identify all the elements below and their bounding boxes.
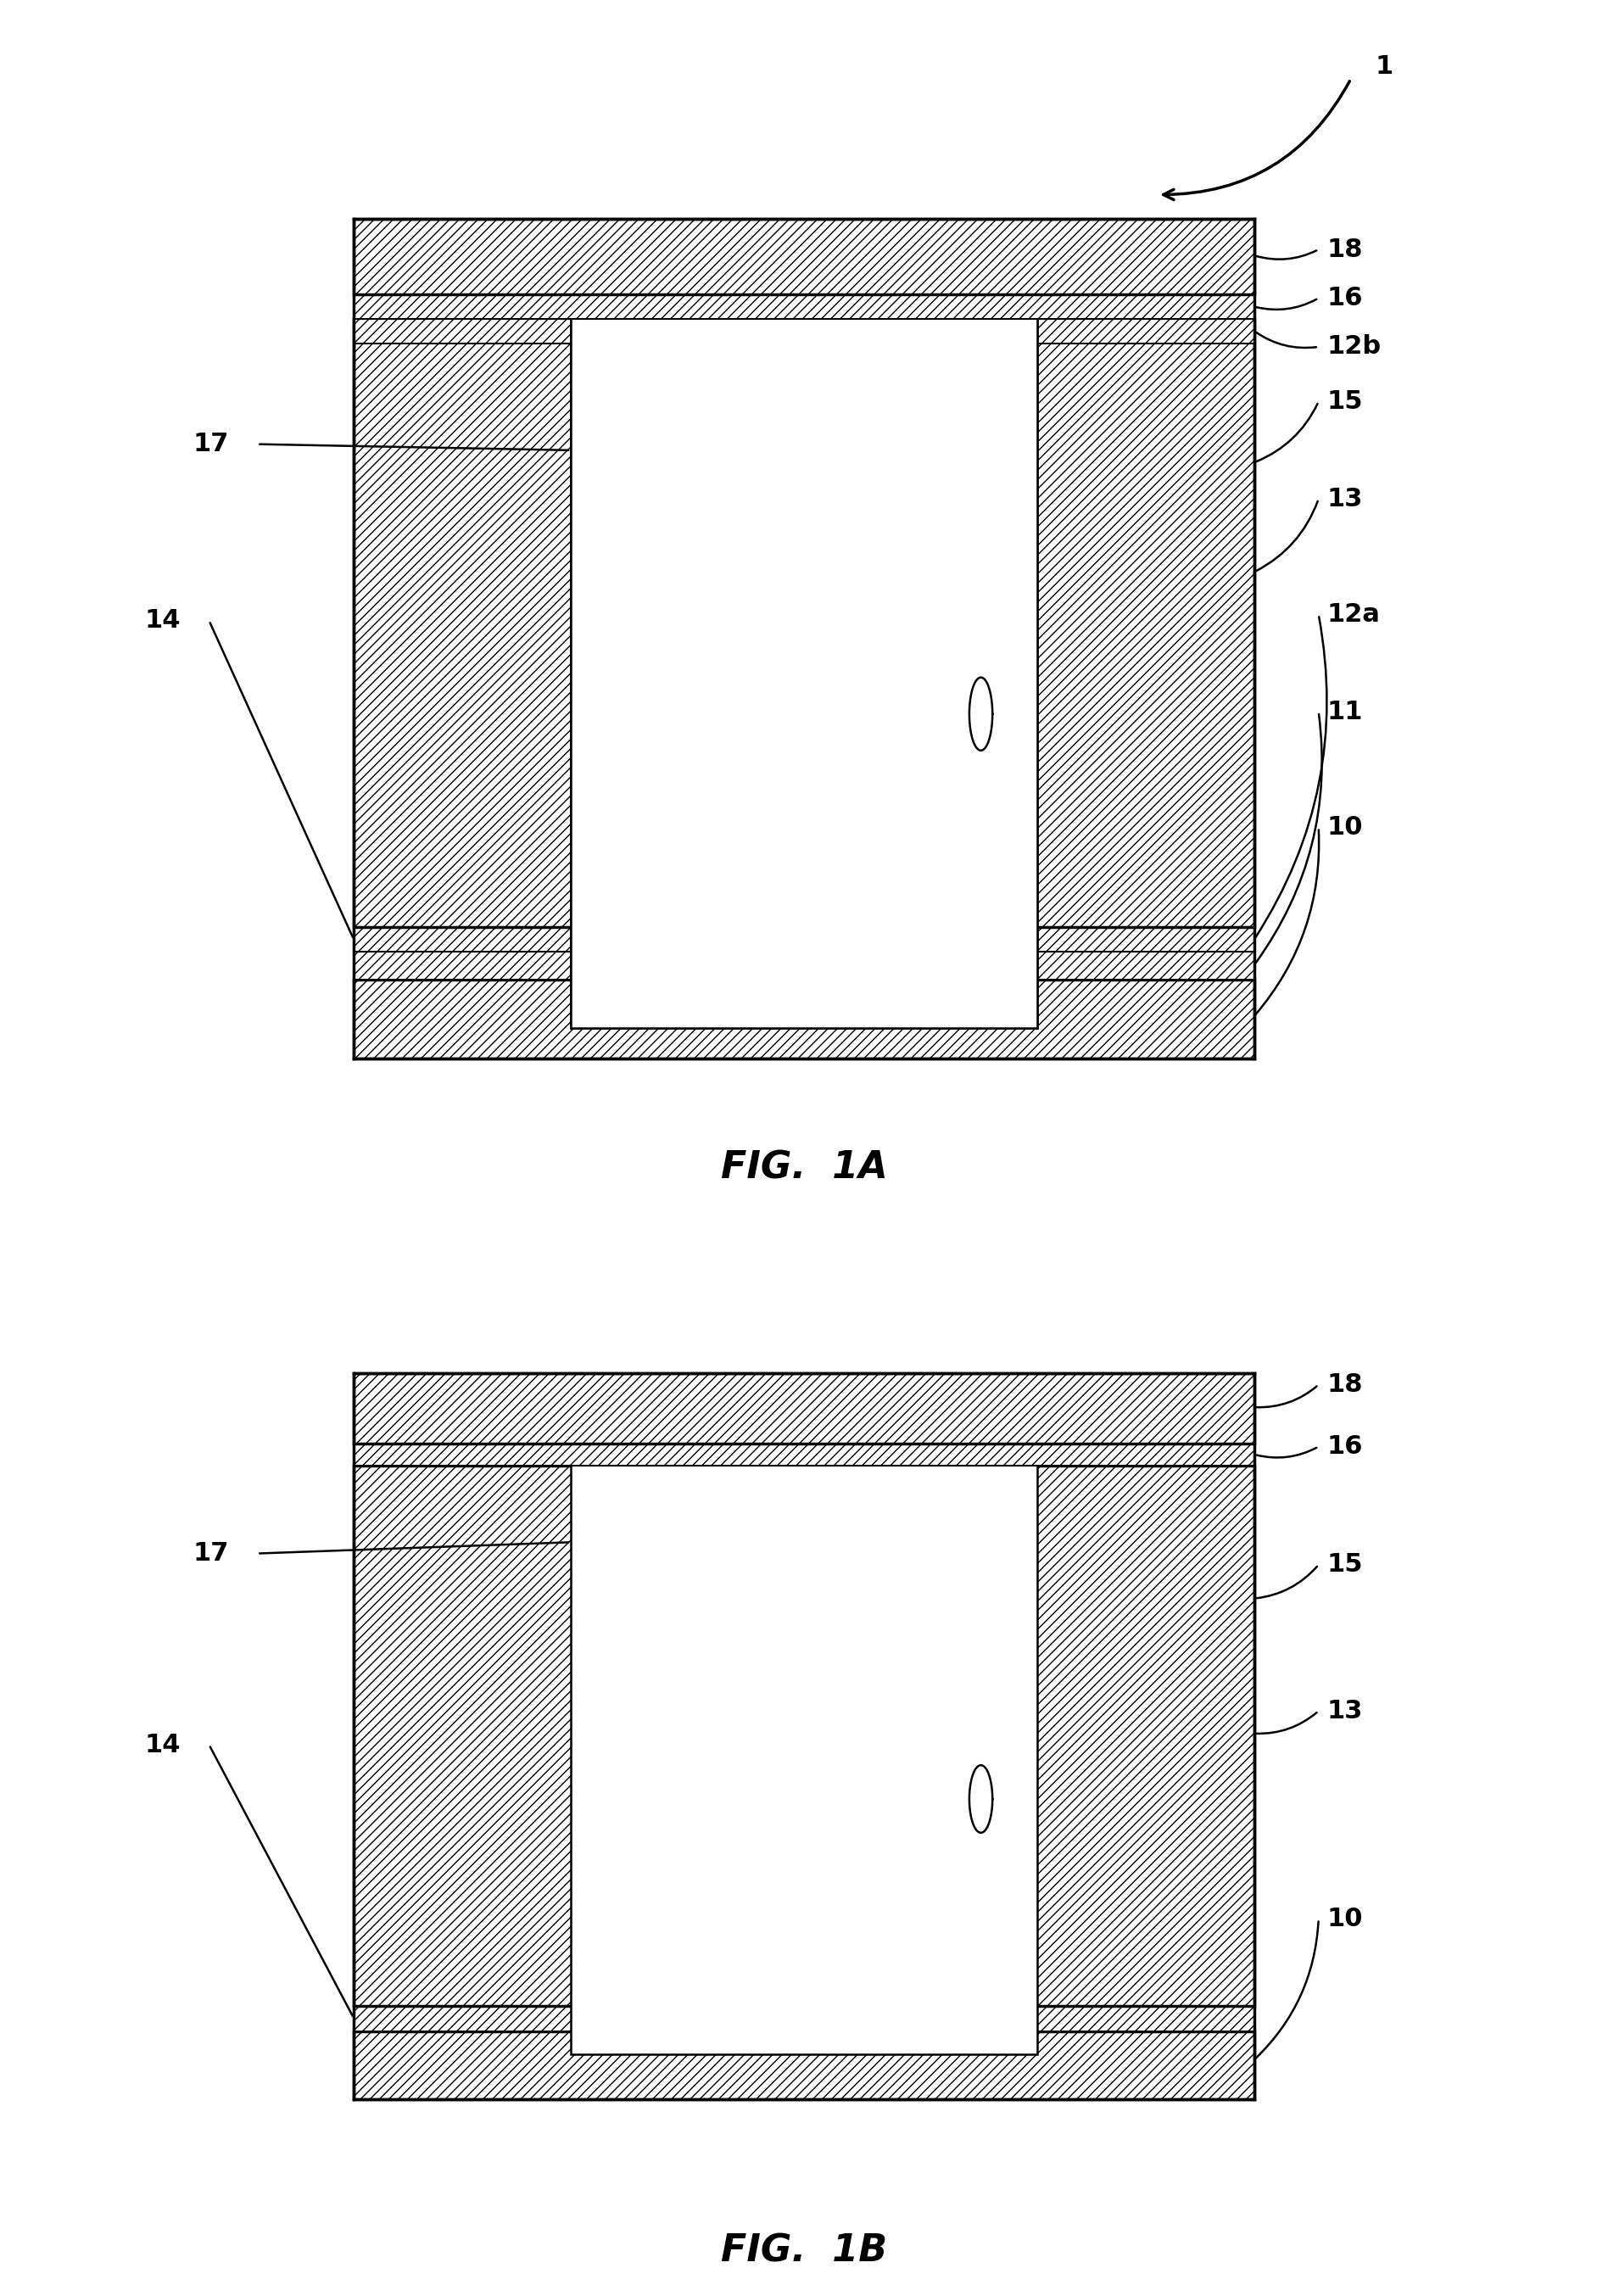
Bar — [354, 1373, 1254, 1444]
Text: 14: 14 — [145, 1733, 180, 1756]
Text: 12a: 12a — [1327, 602, 1380, 627]
Text: 1: 1 — [1375, 55, 1393, 80]
Text: 16: 16 — [1327, 1435, 1362, 1458]
Text: FIG.  1A: FIG. 1A — [720, 1150, 888, 1187]
Bar — [354, 319, 1254, 928]
Text: 14: 14 — [145, 608, 180, 634]
Text: 15: 15 — [1327, 1552, 1362, 1577]
Text: 18: 18 — [1327, 236, 1362, 262]
Text: 17: 17 — [193, 1541, 228, 1566]
Bar — [354, 1465, 1254, 2007]
Bar — [571, 280, 1037, 1029]
Bar — [354, 319, 1254, 342]
Bar — [354, 294, 1254, 319]
Bar — [571, 1446, 1037, 2055]
Text: 13: 13 — [1327, 1699, 1362, 1724]
Bar — [354, 2032, 1254, 2099]
Bar — [354, 980, 1254, 1058]
Text: 18: 18 — [1327, 1373, 1362, 1396]
Bar — [354, 951, 1254, 980]
Text: 10: 10 — [1327, 815, 1362, 840]
Text: 11: 11 — [1327, 700, 1362, 723]
Text: 13: 13 — [1327, 487, 1362, 512]
Bar — [571, 280, 1037, 1029]
Text: FIG.  1B: FIG. 1B — [720, 2232, 888, 2268]
Bar — [354, 928, 1254, 951]
Bar — [354, 218, 1254, 294]
Text: 12b: 12b — [1327, 335, 1381, 358]
Text: 16: 16 — [1327, 285, 1362, 310]
Bar — [354, 2007, 1254, 2032]
Text: 10: 10 — [1327, 1906, 1362, 1931]
Text: 15: 15 — [1327, 390, 1362, 413]
Text: 17: 17 — [193, 432, 228, 457]
Bar — [354, 1444, 1254, 1465]
